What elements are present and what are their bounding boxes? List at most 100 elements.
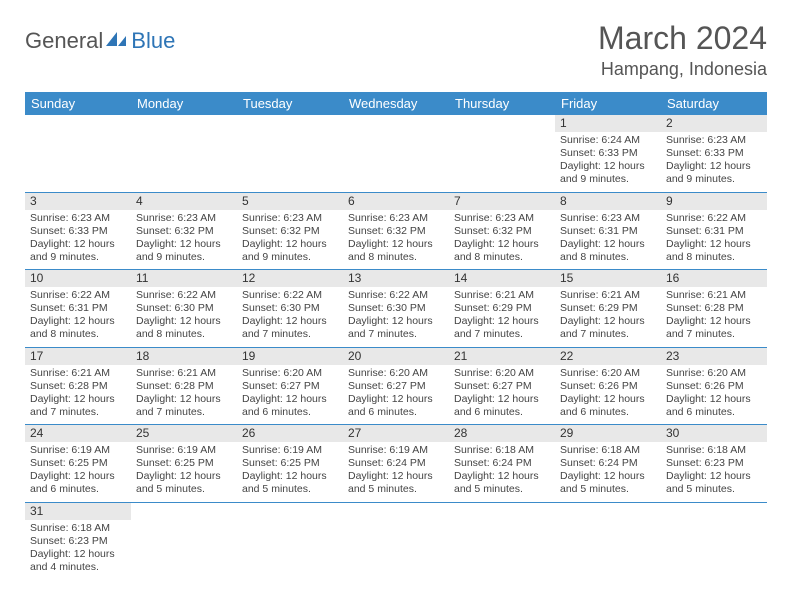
sunrise-text: Sunrise: 6:23 AM bbox=[454, 212, 550, 225]
sunset-text: Sunset: 6:23 PM bbox=[30, 535, 126, 548]
page-header: General Blue March 2024 Hampang, Indones… bbox=[25, 20, 767, 80]
daylight-text: Daylight: 12 hours and 9 minutes. bbox=[242, 238, 338, 264]
day-number: 17 bbox=[25, 348, 131, 365]
daylight-text: Daylight: 12 hours and 8 minutes. bbox=[136, 315, 232, 341]
calendar-day-cell: 22 Sunrise: 6:20 AMSunset: 6:26 PMDayligh… bbox=[555, 347, 661, 425]
day-number: 22 bbox=[555, 348, 661, 365]
day-number: 15 bbox=[555, 270, 661, 287]
calendar-week-row: 31Sunrise: 6:18 AMSunset: 6:23 PMDayligh… bbox=[25, 502, 767, 579]
sunrise-text: Sunrise: 6:23 AM bbox=[560, 212, 656, 225]
sunset-text: Sunset: 6:28 PM bbox=[30, 380, 126, 393]
sunset-text: Sunset: 6:30 PM bbox=[242, 302, 338, 315]
daylight-text: Daylight: 12 hours and 6 minutes. bbox=[242, 393, 338, 419]
day-number: 16 bbox=[661, 270, 767, 287]
day-number: 21 bbox=[449, 348, 555, 365]
calendar-day-cell: 4Sunrise: 6:23 AMSunset: 6:32 PMDaylight… bbox=[131, 192, 237, 270]
day-number: 8 bbox=[555, 193, 661, 210]
sunset-text: Sunset: 6:32 PM bbox=[242, 225, 338, 238]
calendar-day-cell bbox=[25, 115, 131, 192]
sunrise-text: Sunrise: 6:20 AM bbox=[242, 367, 338, 380]
sunrise-text: Sunrise: 6:20 AM bbox=[560, 367, 656, 380]
sunrise-text: Sunrise: 6:18 AM bbox=[560, 444, 656, 457]
day-number: 31 bbox=[25, 503, 131, 520]
day-number: 3 bbox=[25, 193, 131, 210]
sunrise-text: Sunrise: 6:18 AM bbox=[454, 444, 550, 457]
calendar-week-row: 10Sunrise: 6:22 AMSunset: 6:31 PMDayligh… bbox=[25, 270, 767, 348]
sunset-text: Sunset: 6:33 PM bbox=[30, 225, 126, 238]
day-number: 12 bbox=[237, 270, 343, 287]
calendar-day-cell: 25Sunrise: 6:19 AMSunset: 6:25 PMDayligh… bbox=[131, 425, 237, 503]
sunrise-text: Sunrise: 6:20 AM bbox=[454, 367, 550, 380]
col-tuesday: Tuesday bbox=[237, 92, 343, 115]
calendar-day-cell: 9Sunrise: 6:22 AMSunset: 6:31 PMDaylight… bbox=[661, 192, 767, 270]
daylight-text: Daylight: 12 hours and 9 minutes. bbox=[30, 238, 126, 264]
sunrise-text: Sunrise: 6:18 AM bbox=[30, 522, 126, 535]
col-wednesday: Wednesday bbox=[343, 92, 449, 115]
calendar-day-cell: 15Sunrise: 6:21 AMSunset: 6:29 PMDayligh… bbox=[555, 270, 661, 348]
daylight-text: Daylight: 12 hours and 7 minutes. bbox=[136, 393, 232, 419]
weekday-header-row: Sunday Monday Tuesday Wednesday Thursday… bbox=[25, 92, 767, 115]
sunrise-text: Sunrise: 6:19 AM bbox=[136, 444, 232, 457]
daylight-text: Daylight: 12 hours and 5 minutes. bbox=[666, 470, 762, 496]
calendar-day-cell: 16Sunrise: 6:21 AMSunset: 6:28 PMDayligh… bbox=[661, 270, 767, 348]
daylight-text: Daylight: 12 hours and 8 minutes. bbox=[666, 238, 762, 264]
calendar-body: 1Sunrise: 6:24 AMSunset: 6:33 PMDaylight… bbox=[25, 115, 767, 579]
calendar-day-cell: 28Sunrise: 6:18 AMSunset: 6:24 PMDayligh… bbox=[449, 425, 555, 503]
daylight-text: Daylight: 12 hours and 6 minutes. bbox=[454, 393, 550, 419]
sunset-text: Sunset: 6:25 PM bbox=[136, 457, 232, 470]
sunrise-text: Sunrise: 6:19 AM bbox=[30, 444, 126, 457]
daylight-text: Daylight: 12 hours and 5 minutes. bbox=[242, 470, 338, 496]
day-number: 7 bbox=[449, 193, 555, 210]
calendar-day-cell: 20Sunrise: 6:20 AMSunset: 6:27 PMDayligh… bbox=[343, 347, 449, 425]
logo-text-1: General bbox=[25, 28, 103, 54]
sunrise-text: Sunrise: 6:23 AM bbox=[136, 212, 232, 225]
sunrise-text: Sunrise: 6:21 AM bbox=[666, 289, 762, 302]
col-saturday: Saturday bbox=[661, 92, 767, 115]
day-number: 14 bbox=[449, 270, 555, 287]
calendar-day-cell: 18Sunrise: 6:21 AMSunset: 6:28 PMDayligh… bbox=[131, 347, 237, 425]
calendar-week-row: 1Sunrise: 6:24 AMSunset: 6:33 PMDaylight… bbox=[25, 115, 767, 192]
sunset-text: Sunset: 6:23 PM bbox=[666, 457, 762, 470]
title-block: March 2024 Hampang, Indonesia bbox=[598, 20, 767, 80]
calendar-day-cell bbox=[131, 115, 237, 192]
sunrise-text: Sunrise: 6:20 AM bbox=[666, 367, 762, 380]
day-number: 26 bbox=[237, 425, 343, 442]
daylight-text: Daylight: 12 hours and 5 minutes. bbox=[348, 470, 444, 496]
calendar-day-cell: 14Sunrise: 6:21 AMSunset: 6:29 PMDayligh… bbox=[449, 270, 555, 348]
day-number: 30 bbox=[661, 425, 767, 442]
daylight-text: Daylight: 12 hours and 9 minutes. bbox=[560, 160, 656, 186]
calendar-day-cell: 24Sunrise: 6:19 AMSunset: 6:25 PMDayligh… bbox=[25, 425, 131, 503]
day-number: 27 bbox=[343, 425, 449, 442]
calendar-day-cell: 19Sunrise: 6:20 AMSunset: 6:27 PMDayligh… bbox=[237, 347, 343, 425]
calendar-day-cell: 3 Sunrise: 6:23 AMSunset: 6:33 PMDaylight… bbox=[25, 192, 131, 270]
daylight-text: Daylight: 12 hours and 7 minutes. bbox=[348, 315, 444, 341]
logo-sail-icon bbox=[106, 28, 128, 54]
daylight-text: Daylight: 12 hours and 9 minutes. bbox=[136, 238, 232, 264]
sunrise-text: Sunrise: 6:22 AM bbox=[242, 289, 338, 302]
sunrise-text: Sunrise: 6:23 AM bbox=[348, 212, 444, 225]
day-number: 20 bbox=[343, 348, 449, 365]
sunset-text: Sunset: 6:28 PM bbox=[666, 302, 762, 315]
daylight-text: Daylight: 12 hours and 6 minutes. bbox=[666, 393, 762, 419]
sunset-text: Sunset: 6:29 PM bbox=[454, 302, 550, 315]
day-number: 2 bbox=[661, 115, 767, 132]
sunrise-text: Sunrise: 6:23 AM bbox=[30, 212, 126, 225]
day-number: 11 bbox=[131, 270, 237, 287]
daylight-text: Daylight: 12 hours and 7 minutes. bbox=[30, 393, 126, 419]
sunrise-text: Sunrise: 6:24 AM bbox=[560, 134, 656, 147]
sunrise-text: Sunrise: 6:23 AM bbox=[666, 134, 762, 147]
col-thursday: Thursday bbox=[449, 92, 555, 115]
sunset-text: Sunset: 6:26 PM bbox=[560, 380, 656, 393]
calendar-day-cell bbox=[661, 502, 767, 579]
daylight-text: Daylight: 12 hours and 6 minutes. bbox=[560, 393, 656, 419]
sunset-text: Sunset: 6:30 PM bbox=[348, 302, 444, 315]
sunset-text: Sunset: 6:27 PM bbox=[454, 380, 550, 393]
calendar-day-cell: 17Sunrise: 6:21 AMSunset: 6:28 PMDayligh… bbox=[25, 347, 131, 425]
month-title: March 2024 bbox=[598, 20, 767, 57]
sunset-text: Sunset: 6:31 PM bbox=[666, 225, 762, 238]
calendar-day-cell: 31Sunrise: 6:18 AMSunset: 6:23 PMDayligh… bbox=[25, 502, 131, 579]
sunset-text: Sunset: 6:27 PM bbox=[348, 380, 444, 393]
daylight-text: Daylight: 12 hours and 8 minutes. bbox=[454, 238, 550, 264]
calendar-day-cell: 12Sunrise: 6:22 AMSunset: 6:30 PMDayligh… bbox=[237, 270, 343, 348]
calendar-table: Sunday Monday Tuesday Wednesday Thursday… bbox=[25, 92, 767, 579]
